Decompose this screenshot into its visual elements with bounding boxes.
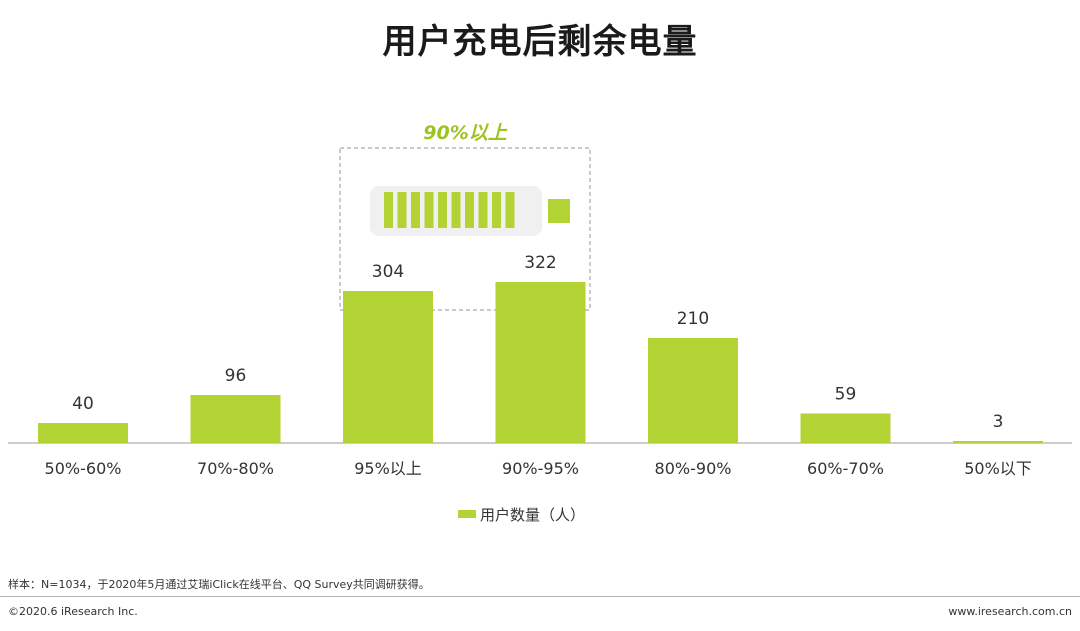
bar-2 bbox=[343, 291, 433, 443]
bar-chart: 90%以上 40 96 304 322 210 59 3 50%-60% 70%-80% 95%… bbox=[8, 122, 1072, 524]
category-label-4: 80%-90% bbox=[655, 459, 732, 478]
footer-divider bbox=[0, 596, 1080, 597]
bar-5 bbox=[800, 413, 891, 443]
category-label-0: 50%-60% bbox=[45, 459, 122, 478]
category-label-2: 95%以上 bbox=[354, 459, 422, 478]
category-label-1: 70%-80% bbox=[197, 459, 274, 478]
value-label-4: 210 bbox=[677, 309, 709, 329]
category-label-6: 50%以下 bbox=[964, 459, 1032, 478]
sample-footnote: 样本：N=1034，于2020年5月通过艾瑞iClick在线平台、QQ Surv… bbox=[8, 578, 430, 591]
legend: 用户数量（人） bbox=[458, 506, 585, 524]
bar-0 bbox=[38, 423, 128, 443]
annotation-label: 90%以上 bbox=[423, 122, 507, 144]
value-label-2: 304 bbox=[372, 262, 404, 282]
bar-6 bbox=[953, 441, 1043, 443]
bar-3 bbox=[495, 282, 586, 443]
legend-label: 用户数量（人） bbox=[480, 506, 585, 524]
annotation-dashed-box bbox=[339, 147, 591, 311]
value-label-3: 322 bbox=[524, 253, 556, 273]
bar-4 bbox=[648, 338, 738, 443]
website-text: www.iresearch.com.cn bbox=[948, 605, 1072, 618]
category-label-5: 60%-70% bbox=[807, 459, 884, 478]
legend-swatch bbox=[458, 510, 476, 518]
chart-title: 用户充电后剩余电量 bbox=[382, 22, 698, 62]
battery-full-icon bbox=[370, 186, 570, 236]
bar-1 bbox=[190, 395, 281, 443]
annotation-group: 90%以上 bbox=[339, 122, 591, 311]
value-label-6: 3 bbox=[993, 412, 1004, 432]
value-label-1: 96 bbox=[225, 366, 247, 386]
copyright-text: ©2020.6 iResearch Inc. bbox=[8, 605, 138, 618]
value-label-0: 40 bbox=[72, 394, 94, 414]
category-label-3: 90%-95% bbox=[502, 459, 579, 478]
value-label-5: 59 bbox=[835, 385, 857, 405]
